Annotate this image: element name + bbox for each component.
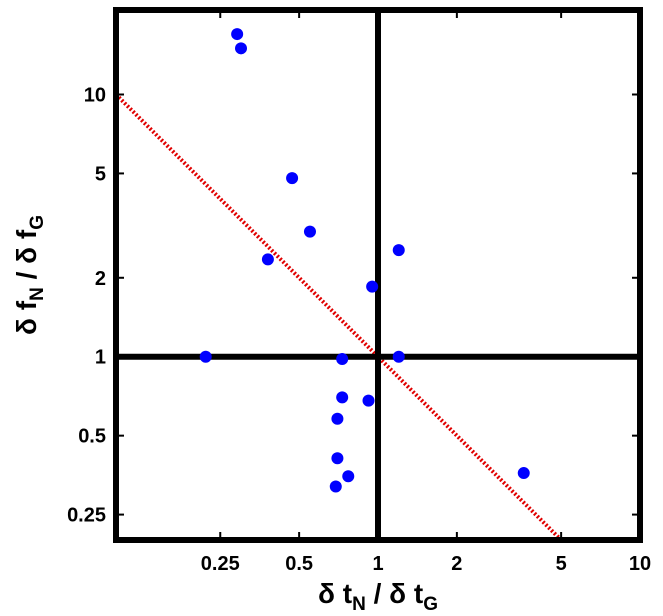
reference-lines-layer — [116, 10, 640, 540]
y-tick-label-1: 0.25 — [67, 505, 106, 527]
tick-marks-layer — [116, 10, 641, 540]
data-point-11 — [366, 280, 379, 293]
data-point-13 — [392, 350, 405, 363]
data-point-15 — [342, 470, 355, 483]
y-tick-label-5: 5 — [95, 163, 106, 185]
data-points-layer — [199, 28, 530, 493]
y-axis-label: δ fN / δ fG — [11, 215, 48, 335]
x-tick-label-4: 2 — [451, 553, 462, 575]
data-point-3 — [286, 172, 299, 185]
data-point-1 — [231, 28, 244, 41]
data-point-5 — [261, 253, 274, 266]
data-point-14 — [331, 452, 344, 465]
data-point-9 — [331, 412, 344, 425]
x-tick-label-2: 0.5 — [285, 553, 313, 575]
y-tick-label-3: 1 — [95, 347, 106, 369]
y-tick-label-2: 0.5 — [78, 426, 106, 448]
y-tick-label-6: 10 — [84, 84, 106, 106]
data-point-12 — [392, 244, 405, 257]
x-axis-label: δ tN / δ tG — [318, 578, 438, 615]
fit-line-layer — [116, 93, 563, 540]
data-point-8 — [336, 391, 349, 404]
y-tick-label-4: 2 — [95, 268, 106, 290]
x-tick-label-6: 10 — [629, 553, 651, 575]
x-tick-label-3: 1 — [372, 553, 383, 575]
x-tick-labels: 0.25 0.5 1 2 5 10 — [201, 553, 651, 575]
x-tick-label-1: 0.25 — [201, 553, 240, 575]
data-point-2 — [235, 42, 248, 55]
plot-area — [116, 10, 640, 540]
y-tick-labels: 0.25 0.5 1 2 5 10 — [67, 84, 106, 526]
data-point-17 — [517, 467, 530, 480]
x-tick-label-5: 5 — [556, 553, 567, 575]
data-point-16 — [329, 480, 342, 493]
data-point-10 — [362, 394, 375, 407]
data-point-7 — [336, 353, 349, 366]
data-point-4 — [303, 225, 316, 238]
data-point-6 — [199, 350, 212, 363]
fit-line — [116, 93, 563, 540]
